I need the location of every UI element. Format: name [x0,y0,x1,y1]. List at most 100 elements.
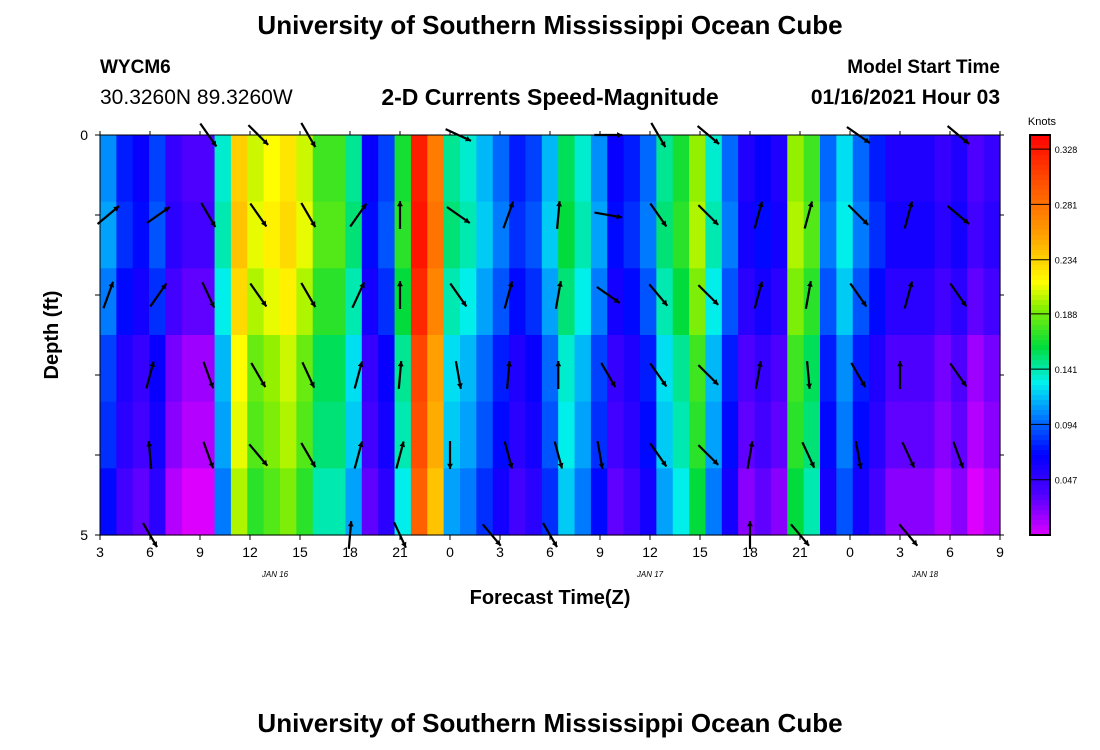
current-vector [949,362,968,388]
heatmap-cell [934,135,952,203]
heatmap-cell [280,268,297,336]
heatmap-cell [787,135,805,203]
heatmap-cell [770,335,788,403]
vector-arrowhead [151,541,157,548]
vector-arrowhead [712,299,719,305]
heatmap-cell [672,401,690,469]
current-vector [300,442,317,468]
heatmap-cell [247,135,265,203]
x-tick-label: 15 [292,544,308,560]
heatmap-cell [934,268,952,336]
current-vector [697,204,719,226]
heatmap-cell [820,268,837,336]
colorbar-tick-label: 0.234 [1055,256,1078,266]
colorbar-swatch [1030,350,1050,356]
heatmap-cell [590,268,608,336]
heatmap-cell [967,268,985,336]
heatmap-cell [132,335,150,403]
x-axis-title: Forecast Time(Z) [470,587,631,609]
colorbar-swatch [1030,260,1050,266]
heatmap-cell [312,468,330,536]
heatmap-cell [787,268,805,336]
vector-arrowhead [961,300,967,307]
heatmap-cell [427,401,445,469]
current-vector [200,202,217,228]
current-vector [901,441,916,469]
heatmap-cell [181,401,199,469]
colorbar-tick-label: 0.141 [1055,365,1078,375]
colorbar-unit-label: Knots [1028,116,1057,128]
heatmap-cell [836,401,854,469]
heatmap-cell [918,268,936,336]
heatmap-cell [361,468,379,536]
vector-arrowhead [911,539,918,546]
colorbar-swatch [1030,345,1050,351]
current-vector [300,282,317,308]
vector-arrowhead [347,521,354,527]
current-vector [506,361,512,389]
heatmap-cell [623,201,641,269]
colorbar-swatch [1030,495,1050,501]
heatmap-cell [509,268,527,336]
vector-arrowhead [803,539,809,546]
colorbar-swatch [1030,310,1050,316]
vector-arrowhead [557,462,564,469]
current-vector [397,361,404,389]
vector-arrowhead [465,136,471,142]
vector-arrowhead [757,201,764,208]
heatmap-cell [149,468,167,536]
heatmap-cell [361,335,379,403]
heatmap-cell [280,401,297,469]
colorbar-swatch [1030,180,1050,186]
heatmap-cell [705,401,723,469]
vector-arrowhead [457,383,463,389]
heatmap-cell [149,135,167,203]
current-vector [697,444,719,466]
heatmap-cell [378,335,396,403]
heatmap-cell [689,201,707,269]
vector-arrowhead [857,463,863,469]
heatmap-cell [509,335,527,403]
colorbar-swatch [1030,160,1050,166]
vector-arrowhead [208,382,214,389]
current-vector [649,362,668,388]
heatmap-cell [607,401,625,469]
colorbar-tick-label: 0.094 [1055,420,1078,430]
heatmap-cell [901,468,919,536]
heatmap-cell [460,468,477,536]
current-vector [594,211,623,220]
heatmap-cell [623,268,641,336]
heatmap-cell [640,401,657,469]
heatmap-cell [116,401,134,469]
heatmap-cell [116,268,134,336]
current-vector [149,282,168,308]
heatmap-cell [443,268,461,336]
vector-arrowhead [463,217,470,223]
current-vector [96,205,120,225]
heatmap-cell [460,201,477,269]
heatmap-cell [230,468,248,536]
current-vector [447,441,453,469]
heatmap-cell [198,468,216,536]
current-vector [600,362,617,388]
heatmap-cell [901,201,919,269]
heatmap-cell [787,335,805,403]
heatmap-cell [820,468,837,536]
heatmap-cell [787,468,805,536]
colorbar-swatch [1030,295,1050,301]
vector-arrowhead [598,463,605,469]
current-vector [596,441,605,469]
colorbar-swatch [1030,245,1050,251]
colorbar-swatch [1030,480,1050,486]
heatmap-cell [983,401,1001,469]
heatmap-cell [410,201,428,269]
heatmap-cell [329,268,347,336]
heatmap-cell [100,335,117,403]
heatmap-cell [345,201,363,269]
heatmap-cell [427,468,445,536]
vector-arrowhead [909,461,915,468]
heatmap-cell [754,201,772,269]
heatmap-cell [296,468,314,536]
vector-arrowhead [262,139,269,145]
colorbar-swatch [1030,370,1050,376]
